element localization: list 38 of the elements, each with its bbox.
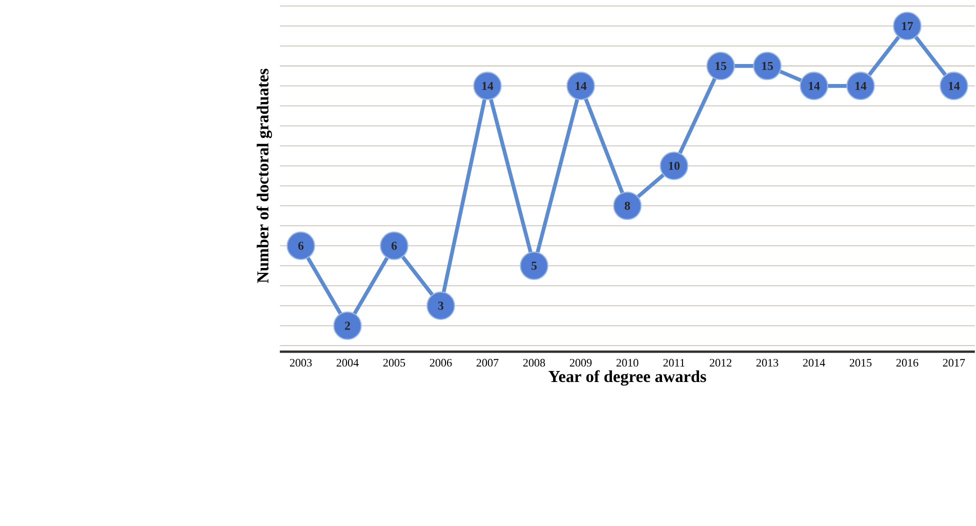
data-label: 14 [808,82,820,90]
point [286,232,316,260]
data-label: 15 [716,62,726,70]
x-tick-label: 2010 [616,359,638,367]
point [380,232,408,260]
x-tick-label: 2016 [896,359,918,367]
x-tick-label: 2015 [850,359,872,367]
x-tick-label: 2009 [570,359,592,367]
data-label: 15 [762,62,773,70]
data-label: 8 [624,202,630,210]
x-tick-label: 2003 [290,359,312,367]
x-tick-label: 2011 [663,359,684,367]
x-tick-label: 2012 [710,359,732,367]
x-tick-label: 2017 [943,359,965,367]
x-tick-label: 2014 [803,359,826,367]
data-label: 5 [532,262,537,270]
x-tick-label: 2004 [336,359,359,367]
x-tick-label: 2006 [430,359,452,367]
data-label: 17 [902,22,913,30]
x-axis-title: Year of degree awards [548,370,706,386]
data-label: 2 [344,322,350,330]
point [333,312,362,340]
y-axis-title: Number of doctoral graduates [256,68,272,284]
x-tick-label: 2005 [383,359,406,367]
point [426,292,456,320]
data-label: 3 [438,302,444,310]
data-label: 10 [668,162,680,170]
data-label: 14 [576,82,587,90]
point [613,192,642,220]
data-label: 14 [856,82,866,90]
x-tick-label: 2007 [476,359,498,367]
data-label: 6 [298,242,304,250]
point [520,252,548,280]
data-label: 6 [392,242,397,250]
data-label: 14 [948,82,960,90]
x-tick-label: 2008 [523,359,546,367]
x-tick-label: 2013 [756,359,778,367]
data-label: 14 [482,82,494,90]
